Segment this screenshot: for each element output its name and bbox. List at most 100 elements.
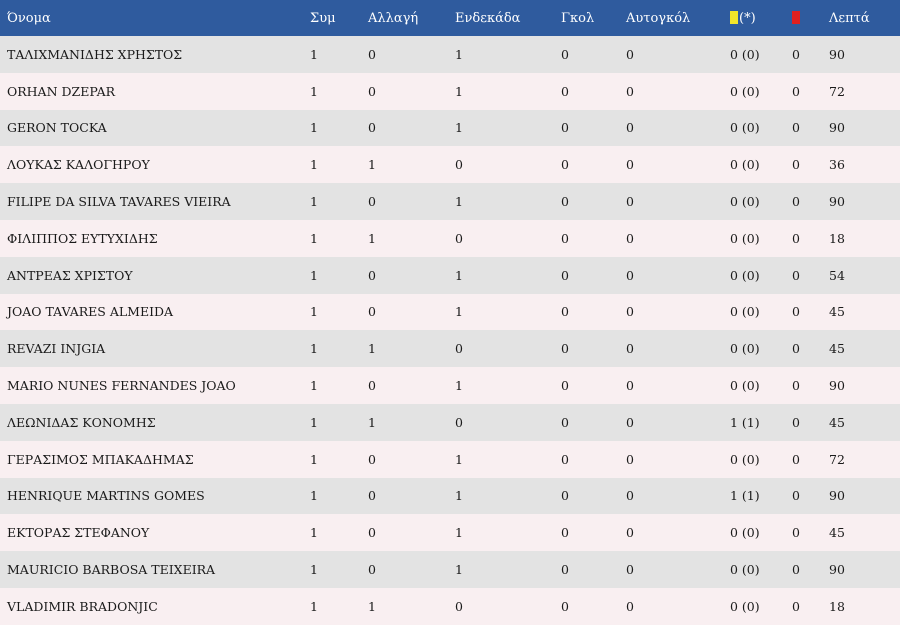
cell-player-name: MAURICIO BARBOSA TEIXEIRA xyxy=(7,562,216,578)
cell-red-cards: 0 xyxy=(792,414,800,430)
table-row: JOAO TAVARES ALMEIDA 1 0 1 0 0 0 (0) 0 45 xyxy=(0,293,900,331)
cell-substitute: 1 xyxy=(368,598,376,614)
cell-minutes: 45 xyxy=(829,414,845,430)
header-yellow-suffix: (*) xyxy=(739,10,756,26)
cell-yellow-cards: 0 (0) xyxy=(730,562,760,578)
header-sub[interactable]: Αλλαγή xyxy=(368,10,419,26)
cell-yellow-cards: 0 (0) xyxy=(730,157,760,173)
cell-own-goals: 0 xyxy=(626,525,634,541)
table-row: ΑΝΤΡΕΑΣ ΧΡΙΣΤΟΥ 1 0 1 0 0 0 (0) 0 54 xyxy=(0,256,900,294)
cell-own-goals: 0 xyxy=(626,194,634,210)
table-row: ΤΑΛΙΧΜΑΝΙΔΗΣ ΧΡΗΣΤΟΣ 1 0 1 0 0 0 (0) 0 90 xyxy=(0,36,900,73)
cell-minutes: 45 xyxy=(829,304,845,320)
header-apps[interactable]: Συμ xyxy=(310,10,336,26)
cell-goals: 0 xyxy=(561,378,569,394)
cell-starting: 1 xyxy=(455,120,463,136)
cell-yellow-cards: 1 (1) xyxy=(730,488,760,504)
table-row: ORHAN DZEPAR 1 0 1 0 0 0 (0) 0 72 xyxy=(0,72,900,110)
table-row: ΦΙΛΙΠΠΟΣ ΕΥΤΥΧΙΔΗΣ 1 1 0 0 0 0 (0) 0 18 xyxy=(0,219,900,257)
cell-substitute: 1 xyxy=(368,341,376,357)
table-row: MARIO NUNES FERNANDES JOAO 1 0 1 0 0 0 (0) 0 90 xyxy=(0,367,900,404)
cell-own-goals: 0 xyxy=(626,230,634,246)
cell-appearances: 1 xyxy=(310,304,318,320)
cell-own-goals: 0 xyxy=(626,598,634,614)
cell-own-goals: 0 xyxy=(626,83,634,99)
cell-appearances: 1 xyxy=(310,378,318,394)
cell-red-cards: 0 xyxy=(792,46,800,62)
table-row: VLADIMIR BRADONJIC 1 1 0 0 0 0 (0) 0 18 xyxy=(0,587,900,625)
header-own-goals[interactable]: Αυτογκόλ xyxy=(626,10,691,26)
cell-own-goals: 0 xyxy=(626,378,634,394)
cell-substitute: 0 xyxy=(368,83,376,99)
cell-goals: 0 xyxy=(561,157,569,173)
cell-red-cards: 0 xyxy=(792,157,800,173)
cell-minutes: 18 xyxy=(829,598,845,614)
cell-own-goals: 0 xyxy=(626,414,634,430)
header-minutes[interactable]: Λεπτά xyxy=(829,10,870,26)
cell-red-cards: 0 xyxy=(792,598,800,614)
header-red-cards[interactable] xyxy=(792,0,829,36)
cell-player-name: JOAO TAVARES ALMEIDA xyxy=(7,304,174,320)
cell-player-name: FILIPE DA SILVA TAVARES VIEIRA xyxy=(7,194,231,210)
cell-minutes: 90 xyxy=(829,120,845,136)
cell-red-cards: 0 xyxy=(792,488,800,504)
cell-red-cards: 0 xyxy=(792,525,800,541)
cell-substitute: 1 xyxy=(368,157,376,173)
cell-own-goals: 0 xyxy=(626,488,634,504)
cell-appearances: 1 xyxy=(310,267,318,283)
cell-appearances: 1 xyxy=(310,525,318,541)
cell-substitute: 0 xyxy=(368,451,376,467)
cell-goals: 0 xyxy=(561,525,569,541)
cell-own-goals: 0 xyxy=(626,120,634,136)
cell-minutes: 90 xyxy=(829,562,845,578)
cell-yellow-cards: 0 (0) xyxy=(730,267,760,283)
cell-goals: 0 xyxy=(561,341,569,357)
cell-goals: 0 xyxy=(561,414,569,430)
cell-starting: 0 xyxy=(455,341,463,357)
cell-appearances: 1 xyxy=(310,230,318,246)
cell-player-name: GERON TOCKA xyxy=(7,120,107,136)
cell-goals: 0 xyxy=(561,194,569,210)
cell-own-goals: 0 xyxy=(626,46,634,62)
yellow-card-icon xyxy=(730,10,738,24)
table-row: ΛΟΥΚΑΣ ΚΑΛΟΓΗΡΟΥ 1 1 0 0 0 0 (0) 0 36 xyxy=(0,146,900,184)
cell-appearances: 1 xyxy=(310,488,318,504)
header-yellow-cards[interactable]: (*) xyxy=(730,0,792,36)
cell-substitute: 0 xyxy=(368,378,376,394)
table-row: ΛΕΩΝΙΔΑΣ ΚΟΝΟΜΗΣ 1 1 0 0 0 1 (1) 0 45 xyxy=(0,403,900,441)
cell-red-cards: 0 xyxy=(792,267,800,283)
table-row: ΕΚΤΟΡΑΣ ΣΤΕΦΑΝΟΥ 1 0 1 0 0 0 (0) 0 45 xyxy=(0,514,900,552)
cell-player-name: REVAZI INJGIA xyxy=(7,341,106,357)
header-starting[interactable]: Ενδεκάδα xyxy=(455,10,521,26)
cell-yellow-cards: 0 (0) xyxy=(730,194,760,210)
cell-minutes: 45 xyxy=(829,525,845,541)
table-row: HENRIQUE MARTINS GOMES 1 0 1 0 0 1 (1) 0 90 xyxy=(0,477,900,515)
cell-starting: 1 xyxy=(455,304,463,320)
header-name[interactable]: Όνομα xyxy=(7,10,51,26)
cell-player-name: ΓΕΡΑΣΙΜΟΣ ΜΠΑΚΑΔΗΜΑΣ xyxy=(7,451,194,467)
cell-player-name: ΛΕΩΝΙΔΑΣ ΚΟΝΟΜΗΣ xyxy=(7,414,156,430)
cell-appearances: 1 xyxy=(310,157,318,173)
cell-red-cards: 0 xyxy=(792,451,800,467)
cell-substitute: 0 xyxy=(368,304,376,320)
cell-own-goals: 0 xyxy=(626,304,634,320)
cell-player-name: ΦΙΛΙΠΠΟΣ ΕΥΤΥΧΙΔΗΣ xyxy=(7,230,158,246)
header-goals[interactable]: Γκολ xyxy=(561,10,595,26)
cell-substitute: 0 xyxy=(368,488,376,504)
cell-goals: 0 xyxy=(561,304,569,320)
cell-appearances: 1 xyxy=(310,414,318,430)
cell-own-goals: 0 xyxy=(626,341,634,357)
cell-red-cards: 0 xyxy=(792,341,800,357)
cell-yellow-cards: 0 (0) xyxy=(730,451,760,467)
cell-goals: 0 xyxy=(561,488,569,504)
cell-starting: 0 xyxy=(455,414,463,430)
red-card-icon xyxy=(792,10,800,24)
cell-minutes: 36 xyxy=(829,157,845,173)
cell-goals: 0 xyxy=(561,562,569,578)
cell-substitute: 0 xyxy=(368,525,376,541)
cell-goals: 0 xyxy=(561,598,569,614)
cell-starting: 1 xyxy=(455,451,463,467)
cell-minutes: 54 xyxy=(829,267,845,283)
cell-own-goals: 0 xyxy=(626,562,634,578)
cell-minutes: 90 xyxy=(829,378,845,394)
